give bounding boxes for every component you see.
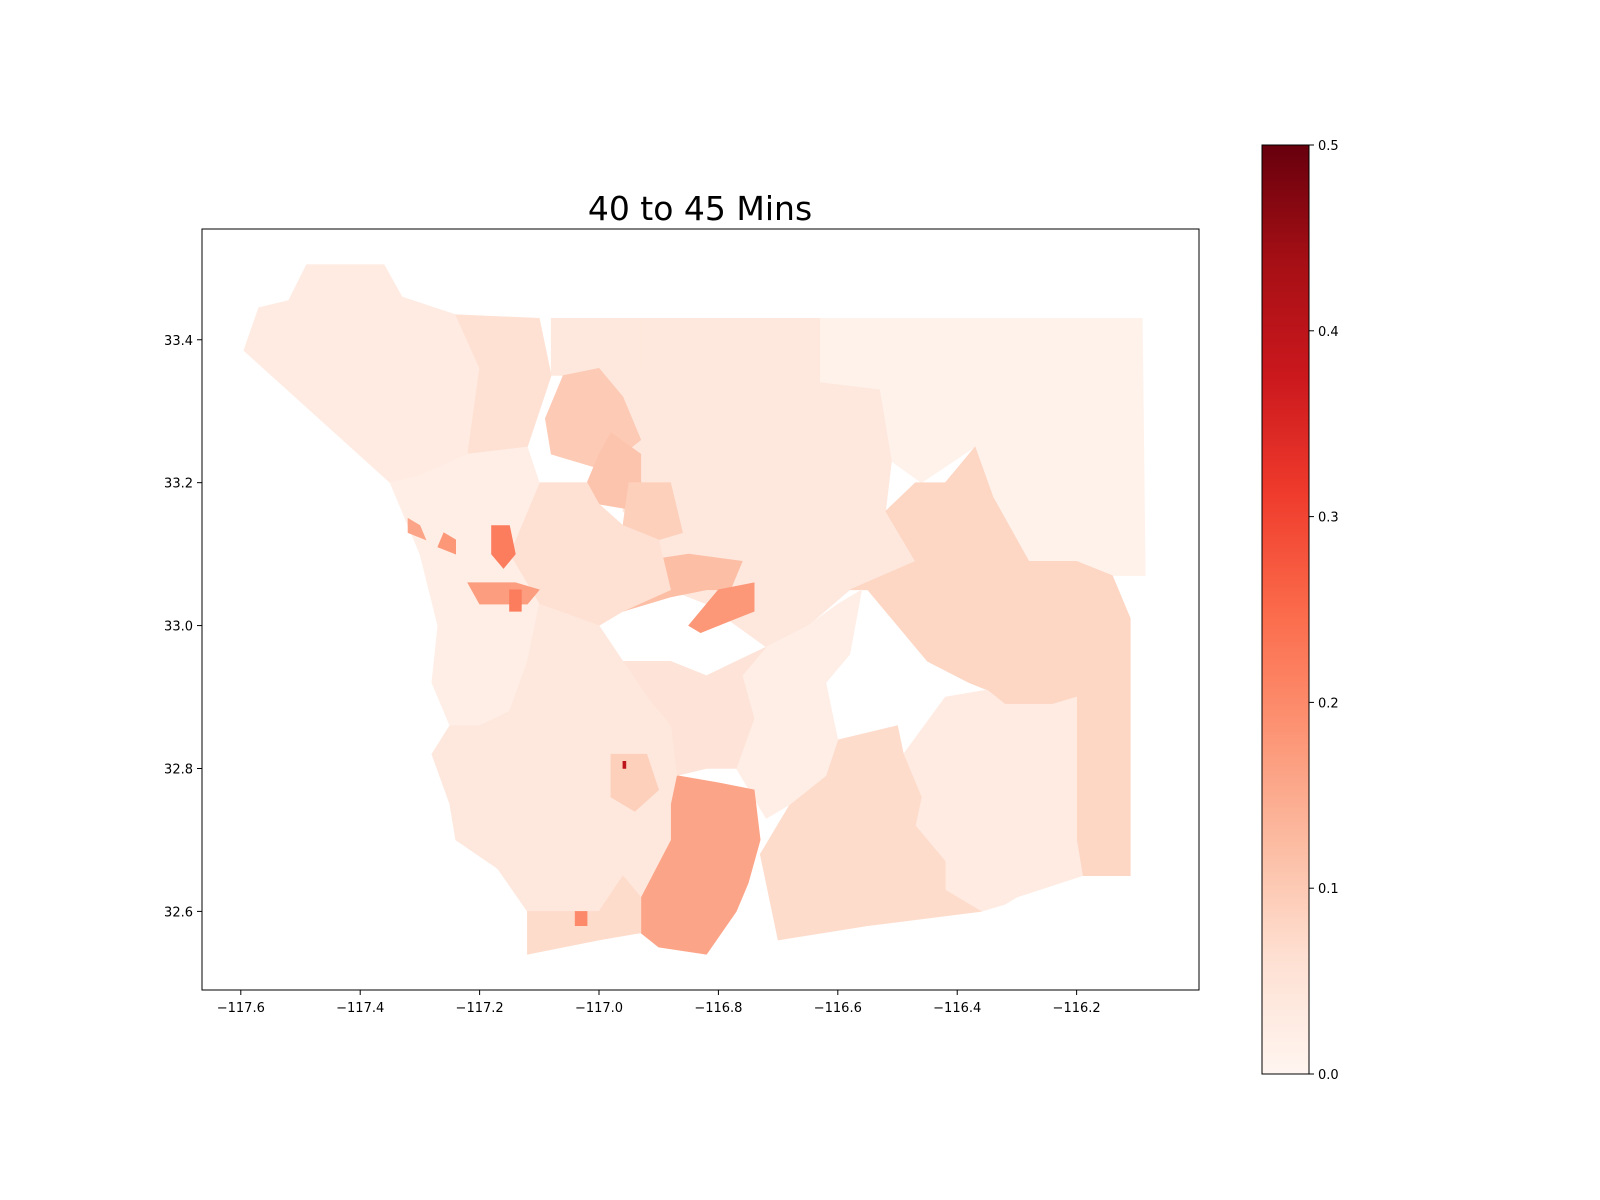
colorbar [1261,144,1310,1075]
region-san-marcos-hot [491,525,516,569]
y-axis-ticks: 32.6 32.8 33.0 33.2 33.4 [164,334,202,920]
colorbar-tick-label: 0.4 [1318,325,1339,340]
colorbar-tick-label: 0.3 [1318,511,1339,526]
y-tick-label: 33.2 [164,477,193,492]
x-tick-label: −116.4 [933,1001,981,1016]
axes-frame [201,228,1200,991]
colorbar-tick-label: 0.5 [1318,139,1339,154]
region-city-core [431,603,677,955]
colorbar-tick-label: 0.2 [1318,696,1339,711]
colorbar-tick-label: 0.1 [1318,882,1339,897]
region-north-coast [243,264,480,484]
map-title: 40 to 45 Mins [588,189,812,228]
x-axis-ticks: −117.6 −117.4 −117.2 −117.0 −116.8 −116.6 −116… [217,990,1101,1016]
x-tick-label: −116.2 [1053,1001,1101,1016]
colorbar-ticks: 0.0 0.1 0.2 0.3 0.4 0.5 [1309,139,1339,1083]
y-tick-label: 33.4 [164,334,193,349]
x-tick-label: −117.2 [456,1001,504,1016]
x-tick-label: −117.4 [336,1001,384,1016]
map-regions [243,264,1146,955]
region-otay-hot [574,911,588,927]
region-vista-hot [437,532,457,555]
x-tick-label: −117.0 [575,1001,623,1016]
x-tick-label: −116.8 [694,1001,742,1016]
colorbar-tick-label: 0.0 [1318,1068,1339,1083]
y-tick-label: 32.8 [164,762,193,777]
region-carlsbad-hot [407,517,427,541]
region-dot-hot [622,760,627,769]
y-tick-label: 33.0 [164,620,193,635]
region-mission-hot [509,589,522,612]
region-pauma [622,482,683,541]
y-tick-label: 32.6 [164,905,193,920]
x-tick-label: −117.6 [217,1001,265,1016]
x-tick-label: −116.6 [814,1001,862,1016]
region-ramona-hot [688,582,755,634]
region-south-east-1 [759,725,983,941]
